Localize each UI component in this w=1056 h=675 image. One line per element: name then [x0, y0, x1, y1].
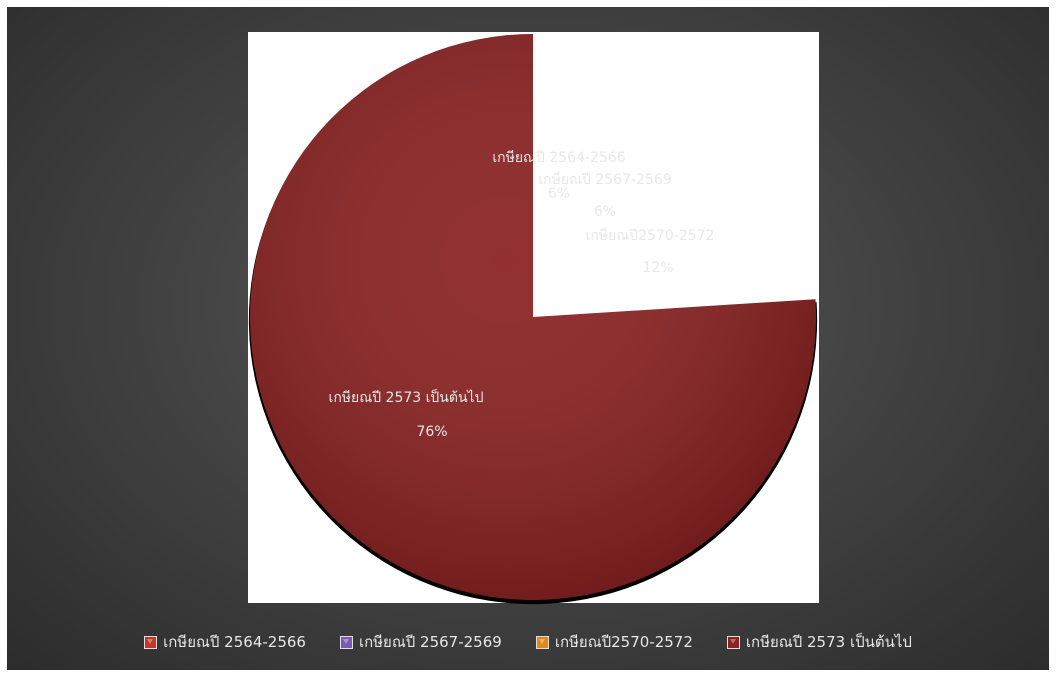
legend-label: เกษียณปี 2567-2569 — [358, 633, 502, 651]
pie-slice — [533, 110, 816, 317]
legend-item: เกษียณปี2570-2572 — [535, 630, 693, 654]
slice-percent-label: 6% — [594, 204, 616, 220]
slice-category-label: เกษียณปี 2564-2566 — [492, 150, 625, 166]
slice-category-label: เกษียณปี 2567-2569 — [538, 172, 671, 188]
slice-percent-label: 12% — [642, 260, 673, 276]
legend-item: เกษียณปี 2567-2569 — [339, 630, 502, 654]
plot-area: เกษียณปี 2564-2566 6% เกษียณปี 2567-2569 6%… — [248, 32, 819, 605]
legend-swatch-icon — [726, 635, 740, 649]
legend-swatch-icon — [144, 635, 158, 649]
slice-percent-label: 76% — [416, 424, 447, 440]
slice-category-label: เกษียณปี2570-2572 — [586, 228, 715, 244]
pie-slice — [533, 34, 638, 317]
legend-label: เกษียณปี2570-2572 — [554, 633, 693, 651]
chart-frame: เกษียณปี 2564-2566 6% เกษียณปี 2567-2569 6%… — [7, 7, 1049, 670]
pie-slice-highlight — [249, 34, 816, 600]
legend-item: เกษียณปี 2573 เป็นต้นไป — [726, 630, 912, 654]
pie-slice — [533, 53, 727, 318]
legend-swatch-icon — [535, 635, 549, 649]
legend-label: เกษียณปี 2564-2566 — [163, 633, 306, 651]
legend-item: เกษียณปี 2564-2566 — [144, 630, 306, 654]
slice-percent-label: 6% — [548, 186, 570, 202]
legend: เกษียณปี 2564-2566 เกษียณปี 2567-2569 เก… — [7, 627, 1049, 657]
slice-category-label: เกษียณปี 2573 เป็นต้นไป — [329, 388, 484, 406]
legend-swatch-icon — [339, 635, 353, 649]
legend-label: เกษียณปี 2573 เป็นต้นไป — [745, 633, 912, 651]
